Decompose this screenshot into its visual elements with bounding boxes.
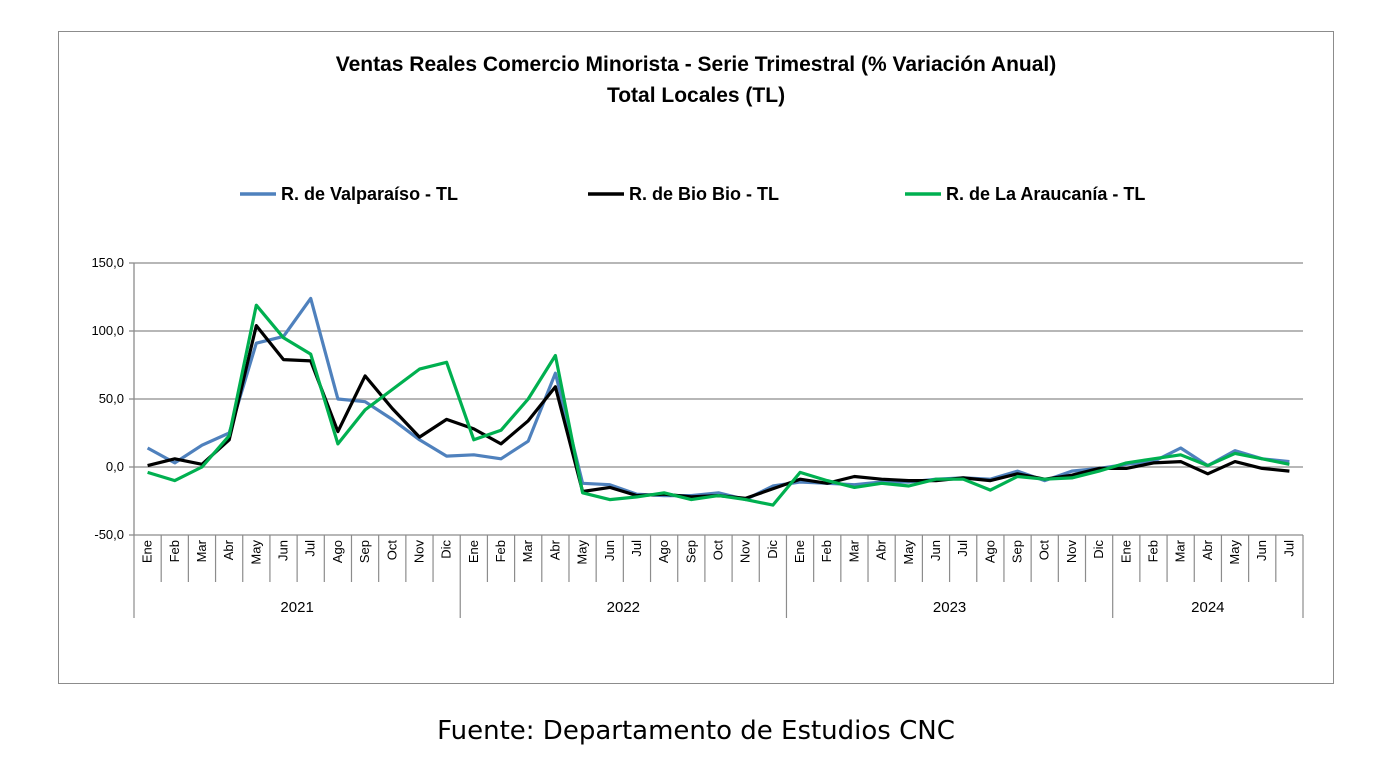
x-tick-label: Sep [683, 540, 698, 563]
x-tick-label: May [901, 540, 916, 565]
x-tick-label: Ago [656, 540, 671, 563]
x-tick-label: Nov [411, 540, 426, 564]
x-tick-label: Abr [874, 539, 889, 560]
x-tick-label: Sep [357, 540, 372, 563]
x-tick-label: Mar [194, 539, 209, 562]
x-tick-label: Abr [547, 539, 562, 560]
chart-svg: Ventas Reales Comercio Minorista - Serie… [91, 53, 1304, 618]
year-label: 2024 [1191, 599, 1224, 616]
x-tick-label: Mar [1173, 539, 1188, 562]
legend-label: R. de Valparaíso - TL [281, 184, 458, 204]
x-tick-label: May [575, 540, 590, 565]
x-tick-label: Oct [711, 540, 726, 561]
x-tick-label: Jun [276, 540, 291, 561]
x-tick-label: Abr [221, 539, 236, 560]
x-tick-label: May [248, 540, 263, 565]
y-axis: 150,0 100,0 50,0 0,0 -50,0 [91, 255, 135, 542]
x-tick-label: Ene [1118, 540, 1133, 563]
series-line-1 [147, 324, 1290, 500]
x-tick-label: May [1227, 540, 1242, 565]
x-tick-label: Ene [140, 540, 155, 563]
chart-subtitle: Total Locales (TL) [607, 84, 785, 107]
x-tick-label: Dic [765, 540, 780, 559]
x-tick-label: Feb [493, 540, 508, 562]
grid [134, 262, 1303, 536]
x-tick-label: Ene [466, 540, 481, 563]
x-tick-label: Ene [792, 540, 807, 563]
x-tick-label: Nov [1064, 540, 1079, 564]
x-tick-label: Jun [928, 540, 943, 561]
x-tick-label: Dic [1091, 540, 1106, 559]
source-note: Fuente: Departamento de Estudios CNC [437, 716, 955, 746]
y-tick-label: 50,0 [99, 391, 124, 406]
legend-label: R. de Bio Bio - TL [629, 184, 779, 204]
x-tick-label: Feb [1145, 540, 1160, 562]
x-tick-label: Oct [384, 540, 399, 561]
y-tick-label: -50,0 [94, 527, 124, 542]
x-tick-label: Nov [738, 540, 753, 564]
x-tick-label: Sep [1010, 540, 1025, 563]
x-tick-label: Jun [1254, 540, 1269, 561]
x-tick-label: Mar [846, 539, 861, 562]
x-tick-label: Ago [330, 540, 345, 563]
year-label: 2022 [607, 599, 640, 616]
x-tick-label: Jul [629, 540, 644, 557]
series-line-2 [147, 303, 1290, 507]
series-lines [146, 296, 1290, 507]
y-tick-label: 0,0 [106, 459, 124, 474]
x-tick-label: Jul [955, 540, 970, 557]
x-tick-label: Feb [167, 540, 182, 562]
x-tick-label: Abr [1200, 539, 1215, 560]
x-tick-label: Oct [1037, 540, 1052, 561]
y-tick-label: 100,0 [91, 323, 124, 338]
chart-frame [58, 31, 1334, 684]
x-tick-label: Ago [982, 540, 997, 563]
y-tick-label: 150,0 [91, 255, 124, 270]
x-tick-label: Mar [520, 539, 535, 562]
x-tick-label: Jun [602, 540, 617, 561]
x-tick-label: Jul [1281, 540, 1296, 557]
x-axis: Ene Feb Mar Abr May Jun Jul Ago Sep Oct Nov Dic Ene F… [133, 535, 1304, 618]
x-tick-label: Jul [303, 540, 318, 557]
x-tick-label: Feb [819, 540, 834, 562]
year-label: 2021 [280, 599, 313, 616]
legend: R. de Valparaíso - TL R. de Bio Bio - TL R… [240, 184, 1145, 204]
x-tick-label: Dic [439, 540, 454, 559]
legend-label: R. de La Araucanía - TL [946, 184, 1145, 204]
chart-title: Ventas Reales Comercio Minorista - Serie… [336, 53, 1056, 76]
year-label: 2023 [933, 599, 966, 616]
